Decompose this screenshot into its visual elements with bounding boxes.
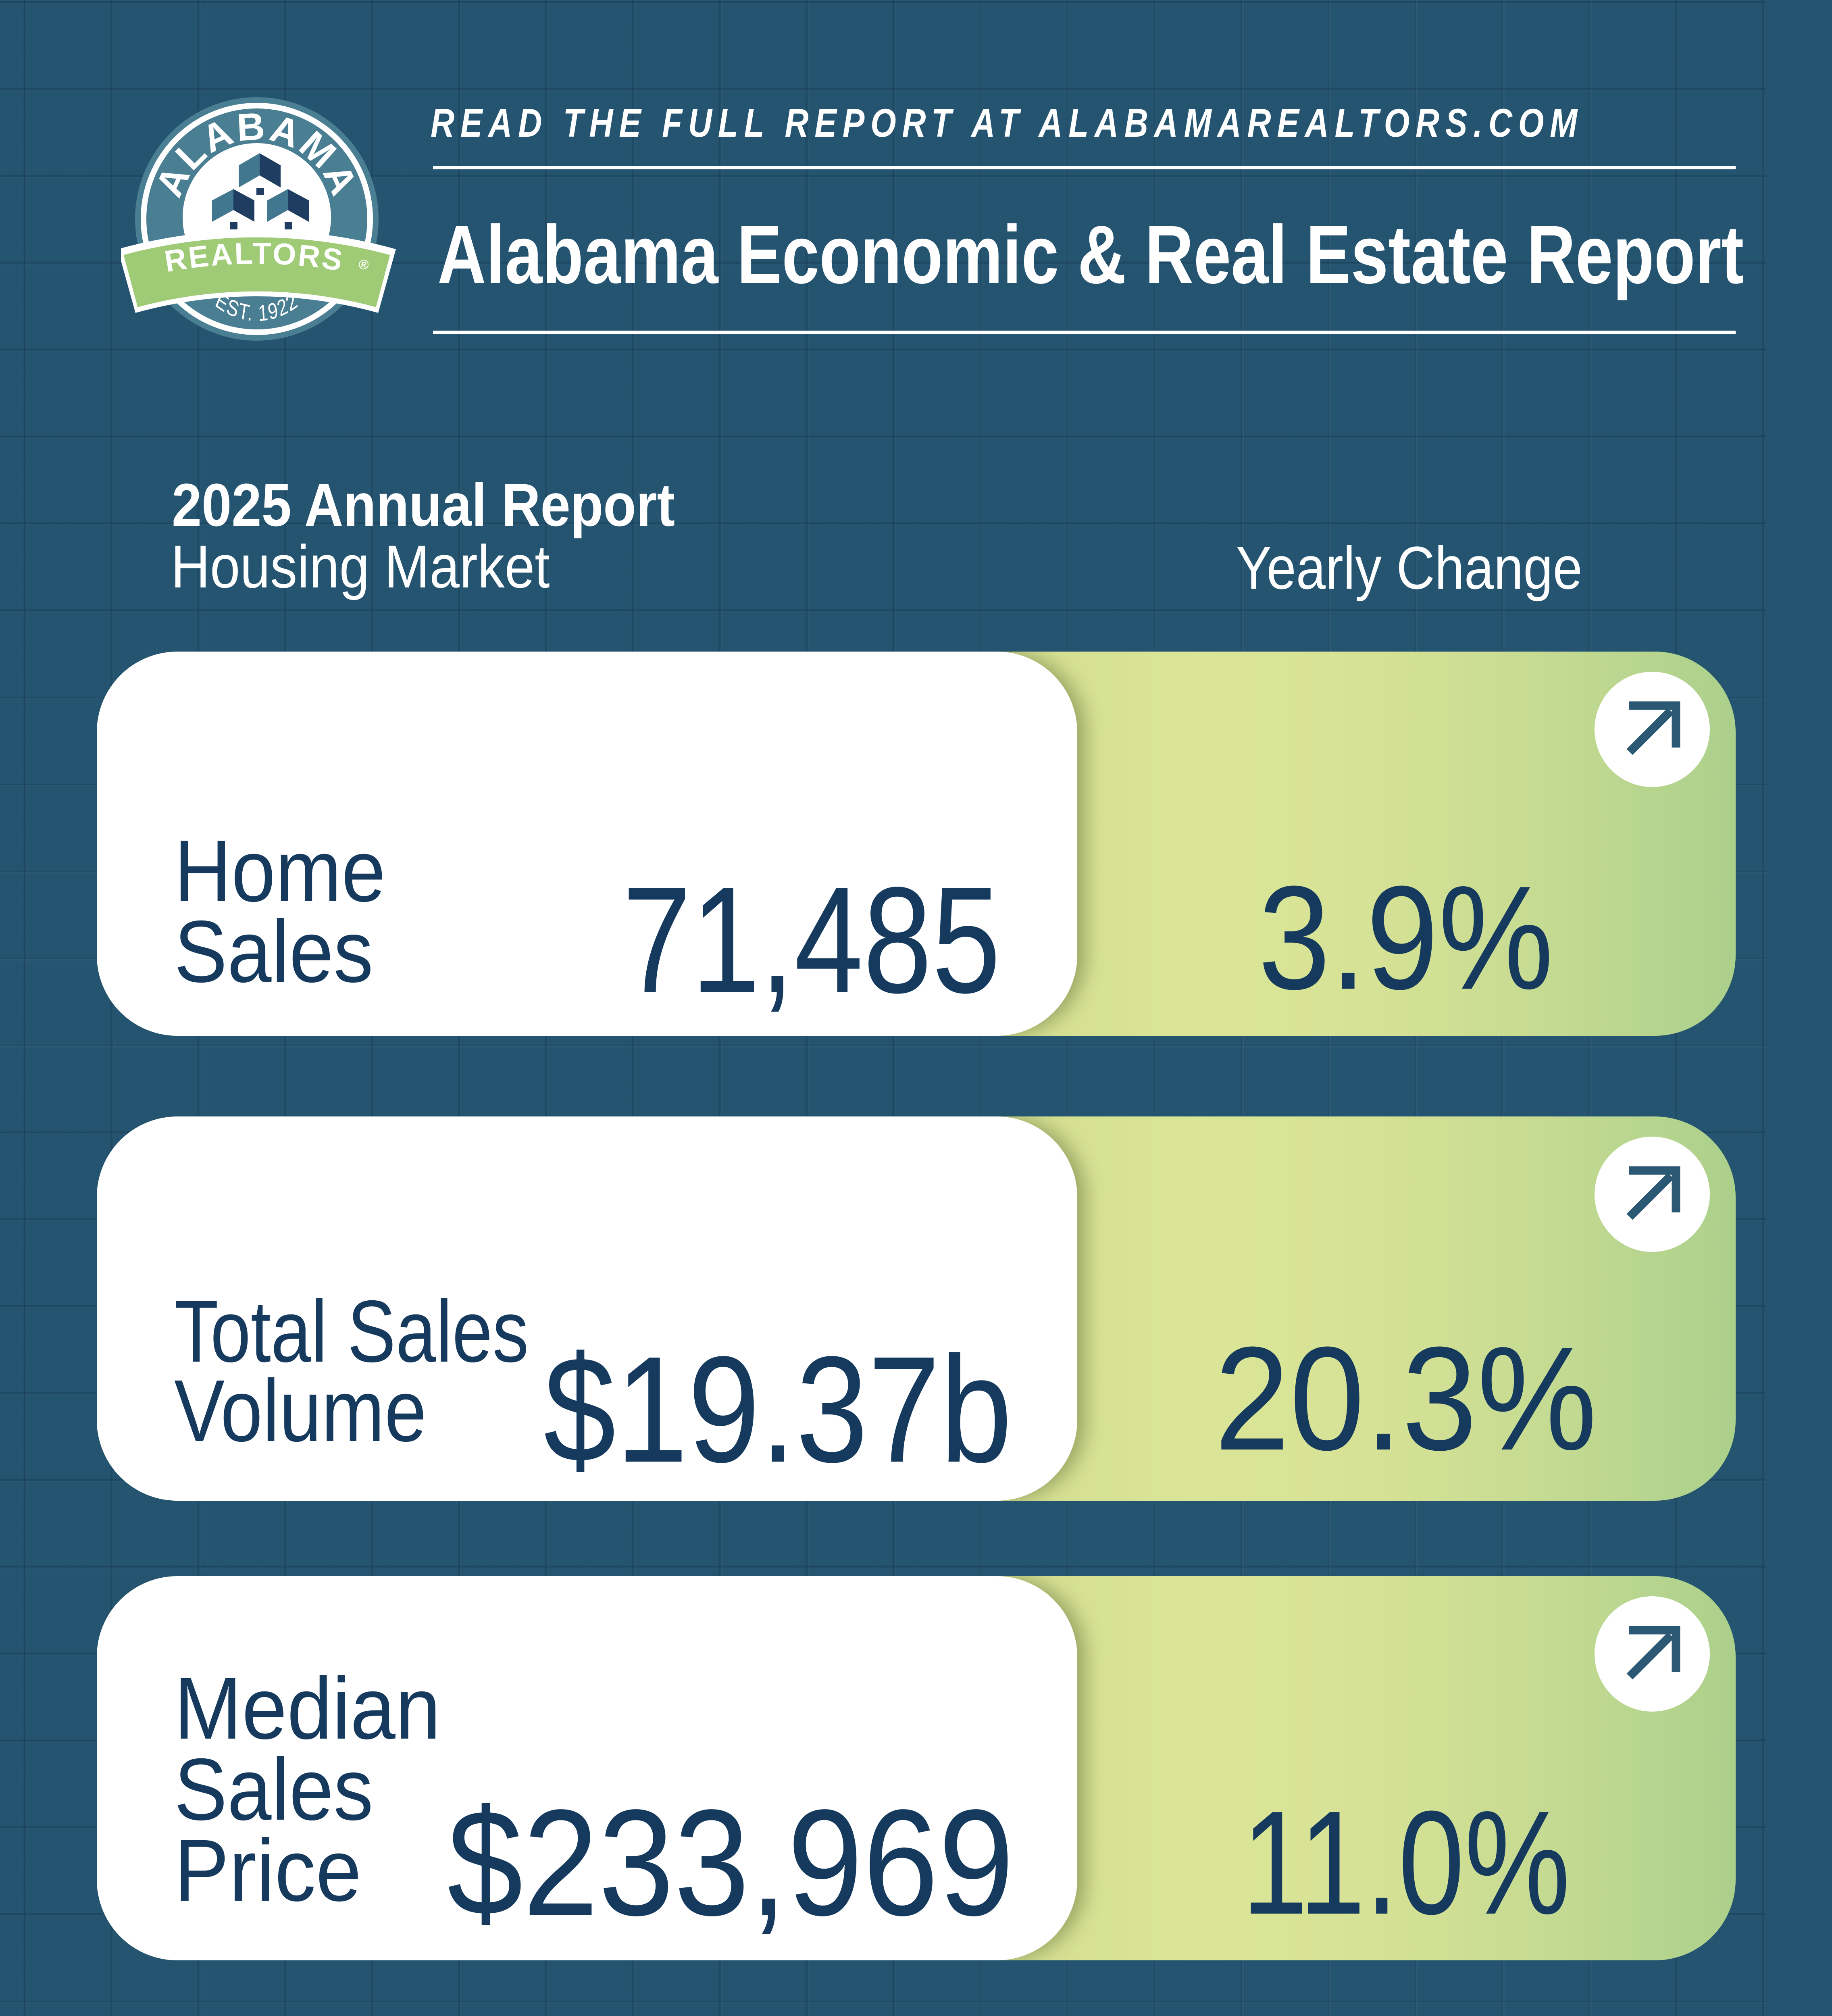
svg-text:®: ® [358,256,370,273]
